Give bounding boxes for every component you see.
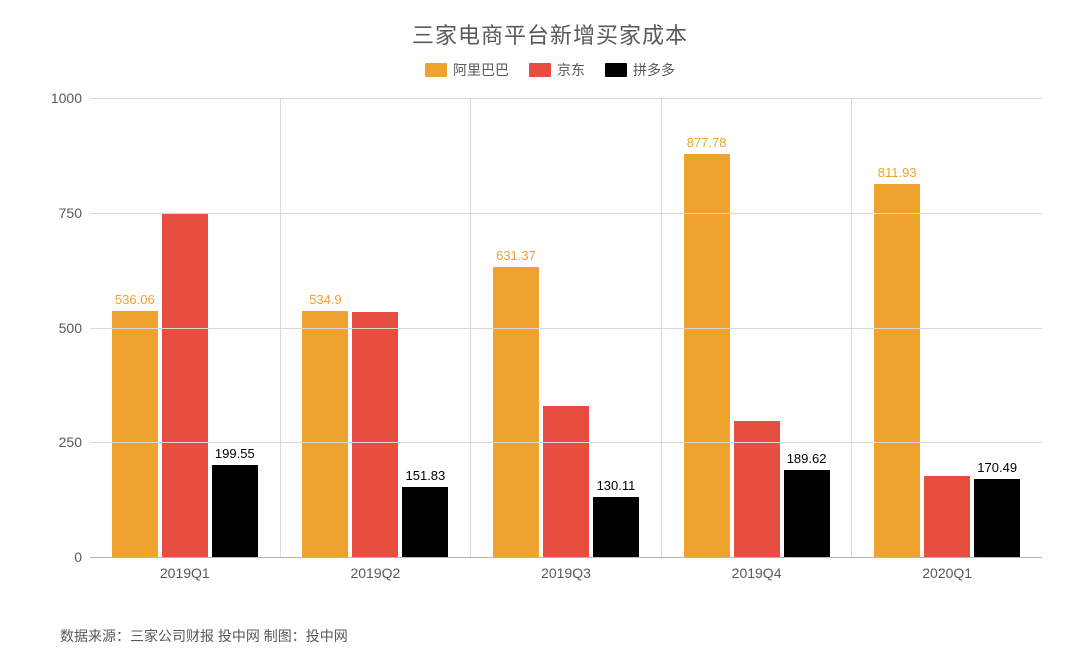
- bar-rect: [352, 312, 398, 557]
- bar-rect: [784, 470, 830, 557]
- bar-value-label: 297.1: [734, 538, 780, 553]
- bar-value-label: 534.9: [302, 292, 348, 307]
- y-tick-label: 500: [48, 320, 82, 336]
- y-tick-label: 250: [48, 434, 82, 450]
- legend-item-2: 拼多多: [605, 60, 675, 80]
- bar-rect: [543, 406, 589, 557]
- gridline: [90, 98, 1042, 99]
- bar-value-label: 877.78: [684, 135, 730, 150]
- plot-area: 536.06750199.552019Q1534.9533.33151.8320…: [90, 98, 1042, 558]
- legend-swatch-2: [605, 63, 627, 77]
- x-tick-label: 2019Q4: [662, 557, 852, 581]
- bar-value-label: 811.93: [874, 165, 920, 180]
- legend-item-1: 京东: [529, 60, 585, 80]
- bar-value-label: 536.06: [112, 292, 158, 307]
- gridline: [90, 213, 1042, 214]
- bar-rect: [734, 421, 780, 557]
- gridline: [90, 328, 1042, 329]
- y-tick-label: 0: [48, 549, 82, 565]
- bar-value-label: 175.98: [924, 538, 970, 553]
- y-tick-label: 1000: [48, 90, 82, 106]
- x-tick-label: 2019Q2: [281, 557, 471, 581]
- legend-label-1: 京东: [557, 60, 585, 80]
- x-tick-label: 2020Q1: [852, 557, 1042, 581]
- bar-value-label: 750: [162, 538, 208, 553]
- legend-label-2: 拼多多: [633, 60, 675, 80]
- legend-item-0: 阿里巴巴: [425, 60, 509, 80]
- chart-container: 三家电商平台新增买家成本 阿里巴巴 京东 拼多多 536.06 750 199.55…: [48, 18, 1052, 618]
- legend-swatch-0: [425, 63, 447, 77]
- y-tick-label: 750: [48, 205, 82, 221]
- bar-rect: [593, 497, 639, 557]
- bar-rect: [212, 465, 258, 557]
- bar-value-label: 170.49: [974, 460, 1020, 475]
- bar-rect: [402, 487, 448, 557]
- bar-value-label: 533.33: [352, 538, 398, 553]
- bar-rect: [112, 311, 158, 557]
- bar-rect: [302, 311, 348, 557]
- bar-value-label: 631.37: [493, 248, 539, 263]
- legend-label-0: 阿里巴巴: [453, 60, 509, 80]
- legend-swatch-1: [529, 63, 551, 77]
- bar-value-label: 199.55: [212, 446, 258, 461]
- source-line: 数据来源：三家公司财报 投中网 制图：投中网: [60, 626, 348, 646]
- bar-value-label: 328.30: [543, 538, 589, 553]
- x-tick-label: 2019Q1: [90, 557, 280, 581]
- gridline: [90, 442, 1042, 443]
- bar-rect: [874, 184, 920, 557]
- chart-title: 三家电商平台新增买家成本: [48, 18, 1052, 50]
- legend: 阿里巴巴 京东 拼多多: [48, 60, 1052, 80]
- bar-value-label: 189.62: [784, 451, 830, 466]
- bar-rect: [162, 213, 208, 557]
- x-tick-label: 2019Q3: [471, 557, 661, 581]
- bar-rect: [684, 154, 730, 557]
- bar-value-label: 151.83: [402, 468, 448, 483]
- bar-rect: [974, 479, 1020, 557]
- bar-rect: [493, 267, 539, 557]
- bar-value-label: 130.11: [593, 478, 639, 493]
